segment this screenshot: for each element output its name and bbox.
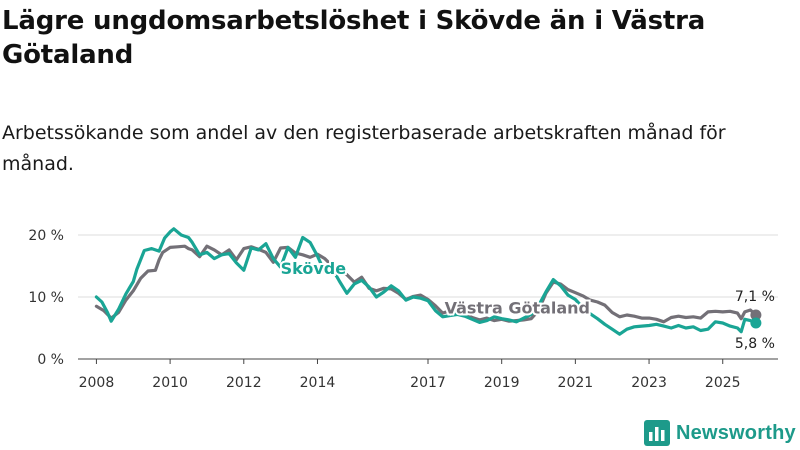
newsworthy-chart-icon <box>644 420 670 446</box>
vastra-end-label: 7,1 % <box>735 289 775 305</box>
x-tick-label: 2008 <box>79 375 115 391</box>
x-axis: 2008 2010 2012 2014 2017 2019 2021 2023 2025 <box>79 359 741 391</box>
series-end-point-0 <box>750 309 762 321</box>
newsworthy-logo: Newsworthy <box>644 420 796 446</box>
skovde-series-label: Skövde <box>281 259 347 278</box>
brand-name: Newsworthy <box>676 421 796 444</box>
y-axis: 0 % 10 % 20 % <box>28 228 64 368</box>
series-lines <box>94 227 762 336</box>
skovde-end-label: 5,8 % <box>735 336 775 352</box>
series-line-0 <box>94 244 758 324</box>
y-tick-label: 0 % <box>37 352 64 368</box>
series-end-point-1 <box>750 317 762 329</box>
chart-title: Lägre ungdomsarbetslöshet i Skövde än i … <box>2 6 706 70</box>
vastra-series-label: Västra Götaland <box>445 299 590 318</box>
x-tick-label: 2021 <box>558 375 594 391</box>
chart-subtitle: Arbetssökande som andel av den registerb… <box>2 122 726 175</box>
series-line-1 <box>94 227 758 336</box>
x-tick-label: 2023 <box>631 375 667 391</box>
x-tick-label: 2025 <box>705 375 741 391</box>
x-tick-label: 2019 <box>484 375 520 391</box>
x-tick-label: 2012 <box>226 375 262 391</box>
series-labels: 7,1 % 5,8 % Skövde Västra Götaland <box>279 257 775 352</box>
x-tick-label: 2010 <box>152 375 188 391</box>
gridlines <box>78 234 778 360</box>
y-tick-label: 20 % <box>28 228 64 244</box>
x-tick-label: 2014 <box>300 375 336 391</box>
x-tick-label: 2017 <box>410 375 446 391</box>
y-tick-label: 10 % <box>28 290 64 306</box>
